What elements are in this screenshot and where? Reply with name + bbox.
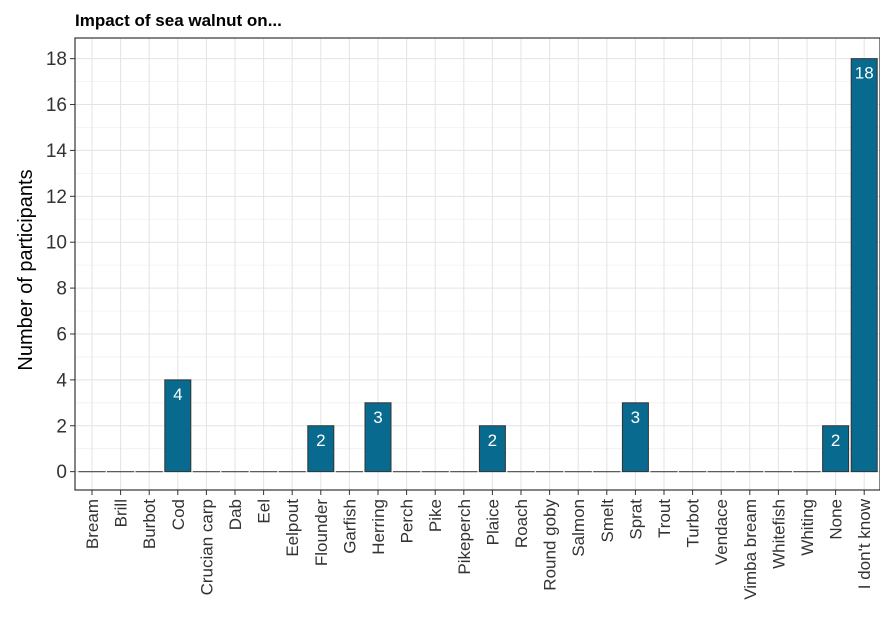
x-tick-label: Perch — [398, 499, 417, 543]
y-tick-label: 4 — [56, 370, 67, 391]
y-tick-label: 14 — [46, 141, 68, 162]
bars — [78, 58, 878, 473]
y-tick-label: 8 — [56, 279, 67, 300]
x-tick-label: Plaice — [483, 499, 502, 545]
x-tick-label: Bream — [83, 499, 102, 549]
bar-value-label: 3 — [631, 408, 640, 427]
bar-value-label: 2 — [488, 431, 497, 450]
x-tick-label: Turbot — [684, 499, 703, 548]
x-axis: Bream Brill Burbot Cod Crucian carp Dab Eel Eel… — [83, 490, 874, 600]
y-tick-label: 18 — [46, 49, 67, 70]
x-tick-label: Herring — [369, 499, 388, 555]
data-labels: 4 2 3 2 3 2 18 — [173, 64, 874, 450]
bar — [307, 425, 335, 473]
x-tick-label: Eel — [255, 499, 274, 524]
x-tick-label: Crucian carp — [197, 499, 216, 595]
bar-value-label: 2 — [831, 431, 840, 450]
bar — [850, 58, 878, 473]
x-tick-label: Eelpout — [283, 499, 302, 557]
bar — [478, 425, 506, 473]
x-tick-label: Smelt — [598, 499, 617, 543]
gridlines — [75, 38, 880, 490]
x-tick-label: Whiting — [798, 499, 817, 556]
y-tick-label: 2 — [56, 416, 67, 437]
bar-value-label: 18 — [855, 64, 874, 83]
y-tick-label: 6 — [56, 324, 67, 345]
x-tick-label: I don't know — [855, 498, 874, 589]
x-tick-label: Round goby — [541, 499, 560, 591]
x-tick-label: Flounder — [312, 499, 331, 566]
plot-border — [74, 37, 880, 491]
chart-title: Impact of sea walnut on... — [75, 11, 282, 30]
bar-value-label: 2 — [316, 431, 325, 450]
y-axis: 0 2 4 6 8 10 12 14 16 18 — [46, 49, 75, 483]
x-tick-label: Burbot — [140, 499, 159, 549]
x-tick-label: Trout — [655, 499, 674, 538]
x-tick-label: Vimba bream — [741, 499, 760, 600]
bar — [621, 402, 649, 473]
x-tick-label: Roach — [512, 499, 531, 548]
bar-value-label: 4 — [173, 385, 182, 404]
x-tick-label: None — [827, 499, 846, 540]
y-tick-label: 16 — [46, 95, 67, 116]
y-tick-label: 0 — [56, 462, 67, 483]
y-axis-label: Number of participants — [15, 169, 37, 370]
x-tick-label: Brill — [112, 499, 131, 527]
x-tick-label: Cod — [169, 499, 188, 530]
x-tick-label: Pikeperch — [455, 499, 474, 575]
x-tick-label: Garfish — [340, 499, 359, 554]
x-tick-label: Sprat — [626, 499, 645, 540]
x-tick-label: Dab — [226, 499, 245, 530]
x-tick-label: Pike — [426, 499, 445, 532]
x-tick-label: Salmon — [569, 499, 588, 557]
y-tick-label: 10 — [46, 233, 67, 254]
x-tick-label: Whitefish — [769, 499, 788, 569]
bar — [164, 379, 192, 473]
bar — [364, 402, 392, 473]
bar — [822, 425, 850, 473]
bar-value-label: 3 — [373, 408, 382, 427]
x-tick-label: Vendace — [712, 499, 731, 565]
y-tick-label: 12 — [46, 187, 67, 208]
